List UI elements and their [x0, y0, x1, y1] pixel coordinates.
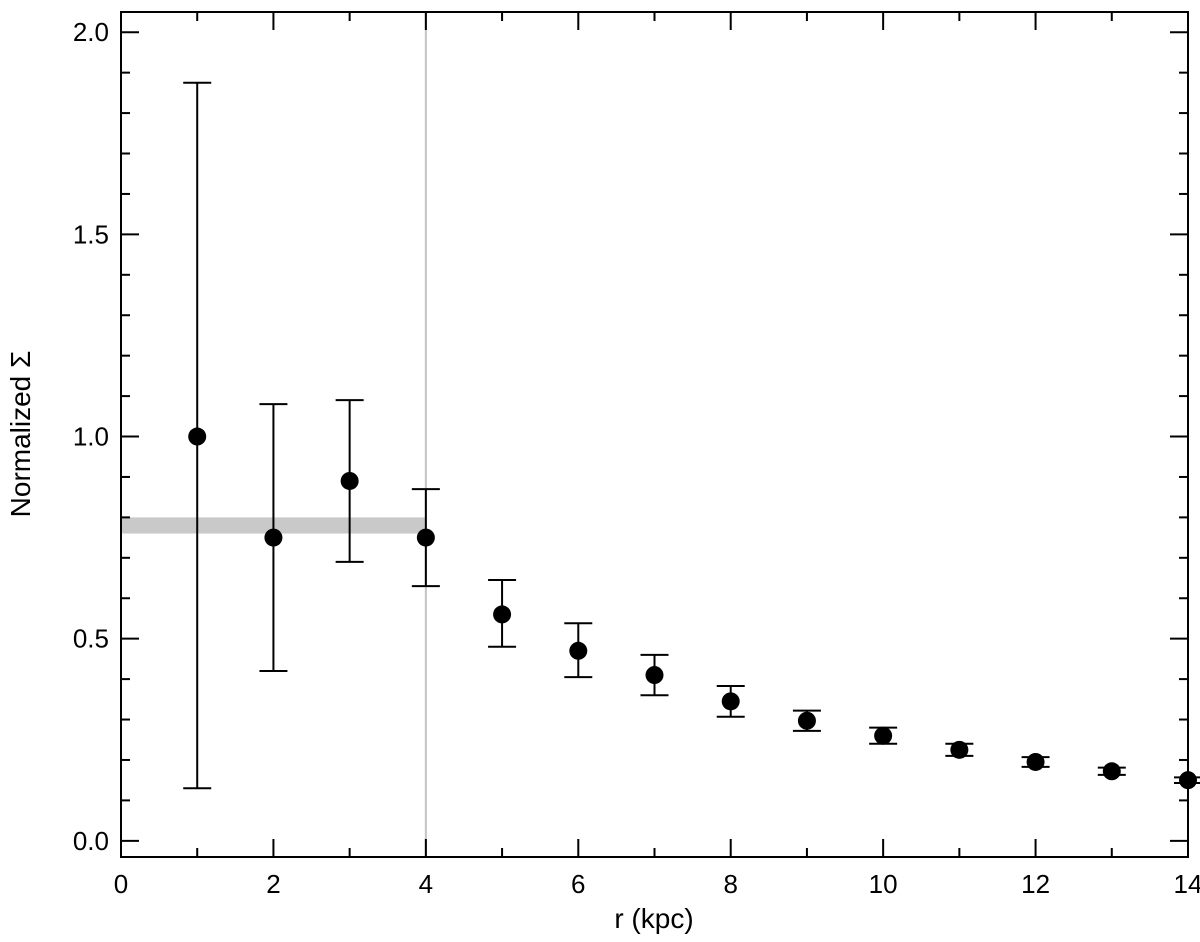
- data-point-group: [869, 726, 898, 745]
- y-tick-label: 1.0: [73, 422, 109, 452]
- data-point: [188, 427, 207, 446]
- data-point-group: [183, 81, 212, 790]
- data-point: [340, 471, 359, 490]
- y-axis-label: Normalized Σ: [5, 351, 36, 518]
- tick-labels: 0 2 4 6 8 10 12 14 0.0 0.5 1.0 1.5 2.0: [73, 17, 1200, 899]
- data-point: [493, 605, 512, 624]
- x-axis-label: r (kpc): [614, 903, 693, 934]
- x-tick-label: 0: [114, 869, 128, 899]
- y-tick-label: 0.5: [73, 624, 109, 654]
- x-tick-label: 6: [571, 869, 585, 899]
- x-tick-label: 14: [1174, 869, 1200, 899]
- data-point: [569, 641, 588, 660]
- plot-area: [121, 12, 1200, 857]
- data-point-group: [335, 399, 364, 563]
- plot-frame: [120, 11, 1189, 858]
- data-point: [1102, 762, 1121, 781]
- x-tick-label: 10: [869, 869, 898, 899]
- data-point: [645, 666, 664, 685]
- axis-ticks: [120, 12, 1189, 857]
- y-tick-label: 2.0: [73, 17, 109, 47]
- data-point-group: [564, 622, 593, 679]
- data-point-group: [259, 403, 288, 673]
- data-point: [874, 726, 893, 745]
- data-point-group: [945, 740, 974, 759]
- data-point: [721, 692, 740, 711]
- data-point-group: [1021, 752, 1050, 771]
- data-point: [797, 711, 816, 730]
- data-point: [416, 528, 435, 547]
- data-point: [1026, 752, 1045, 771]
- data-point-group: [411, 488, 440, 588]
- data-point-group: [792, 709, 821, 732]
- x-tick-label: 2: [266, 869, 280, 899]
- y-tick-label: 0.0: [73, 826, 109, 856]
- x-tick-label: 4: [419, 869, 433, 899]
- data-point-group: [1097, 762, 1126, 781]
- y-tick-label: 1.5: [73, 219, 109, 249]
- data-point: [264, 528, 283, 547]
- data-point-group: [640, 653, 669, 697]
- x-tick-label: 8: [723, 869, 737, 899]
- data-point-group: [488, 579, 517, 648]
- data-point: [950, 740, 969, 759]
- data-point-group: [716, 684, 745, 718]
- x-tick-label: 12: [1021, 869, 1050, 899]
